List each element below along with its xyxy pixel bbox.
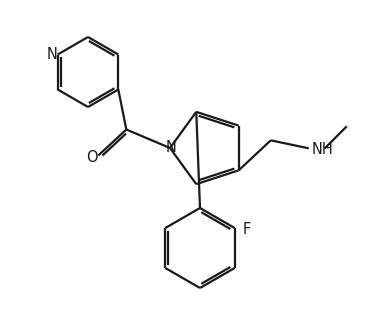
Text: NH: NH <box>312 142 334 157</box>
Text: F: F <box>243 222 251 238</box>
Text: O: O <box>87 150 98 165</box>
Text: N: N <box>166 140 176 155</box>
Text: N: N <box>46 47 57 62</box>
